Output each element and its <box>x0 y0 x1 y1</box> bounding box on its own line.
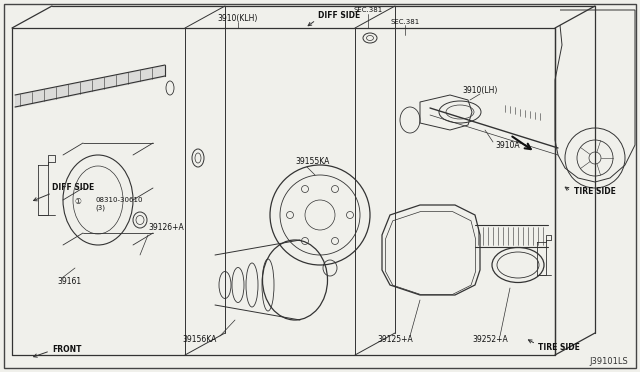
Text: 39252+A: 39252+A <box>472 336 508 344</box>
Text: 39161: 39161 <box>57 278 81 286</box>
Text: ①: ① <box>75 198 81 206</box>
Text: 08310-30610: 08310-30610 <box>95 197 143 203</box>
Text: FRONT: FRONT <box>52 346 81 355</box>
Text: 3910(LH): 3910(LH) <box>462 86 498 94</box>
Text: 3910(KLH): 3910(KLH) <box>218 13 258 22</box>
Text: J39101LS: J39101LS <box>589 357 628 366</box>
Text: 3910A: 3910A <box>495 141 520 150</box>
Text: 39156KA: 39156KA <box>183 336 217 344</box>
Text: TIRE SIDE: TIRE SIDE <box>538 343 580 352</box>
Text: 39155KA: 39155KA <box>295 157 330 167</box>
Text: (3): (3) <box>95 205 105 211</box>
Text: 39125+A: 39125+A <box>377 336 413 344</box>
Text: DIFF SIDE: DIFF SIDE <box>52 183 94 192</box>
Text: SEC.381: SEC.381 <box>353 7 383 13</box>
Text: DIFF SIDE: DIFF SIDE <box>318 10 360 19</box>
Text: 39126+A: 39126+A <box>148 224 184 232</box>
Text: TIRE SIDE: TIRE SIDE <box>574 187 616 196</box>
Text: SEC.381: SEC.381 <box>390 19 420 25</box>
